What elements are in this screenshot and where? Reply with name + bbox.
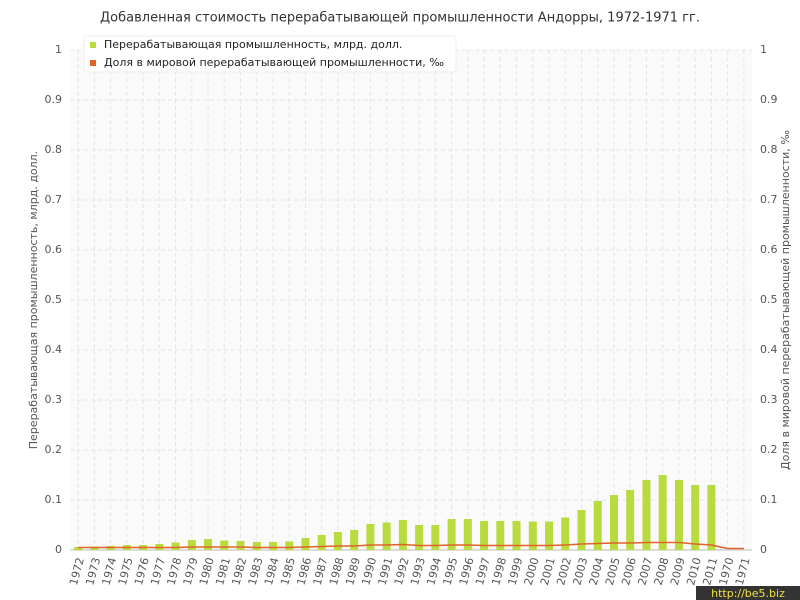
legend-box	[83, 35, 457, 73]
legend-label: Доля в мировой перерабатывающей промышле…	[104, 56, 444, 69]
y-axis-label: Перерабатывающая промышленность, млрд. д…	[27, 151, 40, 449]
y2-tick-label: 0.5	[760, 293, 778, 306]
bar	[171, 542, 180, 550]
bar	[74, 547, 83, 550]
bar	[642, 480, 651, 550]
bar	[691, 485, 700, 550]
y-tick-label: 0.2	[45, 443, 63, 456]
plot-area	[70, 50, 752, 550]
bar	[707, 485, 716, 550]
y-tick-label: 0.8	[45, 143, 63, 156]
bar	[447, 519, 456, 550]
y2-tick-label: 0.6	[760, 243, 778, 256]
y2-tick-label: 1	[760, 43, 767, 56]
bar	[593, 501, 602, 550]
y2-tick-label: 0.2	[760, 443, 778, 456]
bar	[577, 510, 586, 550]
bar	[545, 521, 554, 550]
bar	[350, 530, 359, 550]
bar	[609, 495, 618, 550]
bar	[333, 532, 342, 550]
bar	[268, 542, 277, 550]
bar	[561, 517, 570, 550]
bar	[463, 519, 472, 550]
y2-tick-label: 0.3	[760, 393, 778, 406]
line	[78, 541, 744, 550]
watermark: http://be5.biz	[711, 587, 785, 600]
bar	[317, 535, 326, 550]
bar	[398, 520, 407, 550]
y2-tick-label: 0.4	[760, 343, 778, 356]
bar	[204, 539, 213, 550]
y2-tick-label: 0	[760, 543, 767, 556]
bar	[415, 525, 424, 550]
bar	[674, 480, 683, 550]
chart-title: Добавленная стоимость перерабатывающей п…	[100, 11, 700, 26]
bar	[366, 524, 375, 550]
bar	[496, 521, 505, 550]
y-tick-label: 0.4	[45, 343, 63, 356]
y-tick-label: 0.5	[45, 293, 63, 306]
bar	[480, 521, 489, 550]
bar	[252, 542, 261, 550]
legend-swatch	[90, 60, 96, 66]
y-tick-label: 0.6	[45, 243, 63, 256]
y-tick-label: 0.3	[45, 393, 63, 406]
bar	[187, 540, 196, 550]
legend-swatch	[90, 42, 96, 48]
y-tick-label: 0.7	[45, 193, 63, 206]
legend-label: Перерабатывающая промышленность, млрд. д…	[104, 38, 402, 51]
y-tick-label: 1	[55, 43, 62, 56]
bar	[658, 475, 667, 550]
bar	[220, 540, 229, 550]
bar	[626, 490, 635, 550]
y2-axis-label: Доля в мировой перерабатывающей промышле…	[779, 130, 792, 470]
bar	[301, 538, 310, 550]
bar	[236, 541, 245, 550]
y2-tick-label: 0.9	[760, 93, 778, 106]
bar	[382, 522, 391, 550]
y-tick-label: 0.9	[45, 93, 63, 106]
y2-tick-label: 0.7	[760, 193, 778, 206]
bar	[528, 521, 537, 550]
bar	[512, 521, 521, 550]
watermark-bg	[696, 586, 800, 600]
y2-tick-label: 0.8	[760, 143, 778, 156]
y-tick-label: 0.1	[45, 493, 63, 506]
y-tick-label: 0	[55, 543, 62, 556]
bar	[431, 525, 440, 550]
bar	[285, 541, 294, 550]
y2-tick-label: 0.1	[760, 493, 778, 506]
